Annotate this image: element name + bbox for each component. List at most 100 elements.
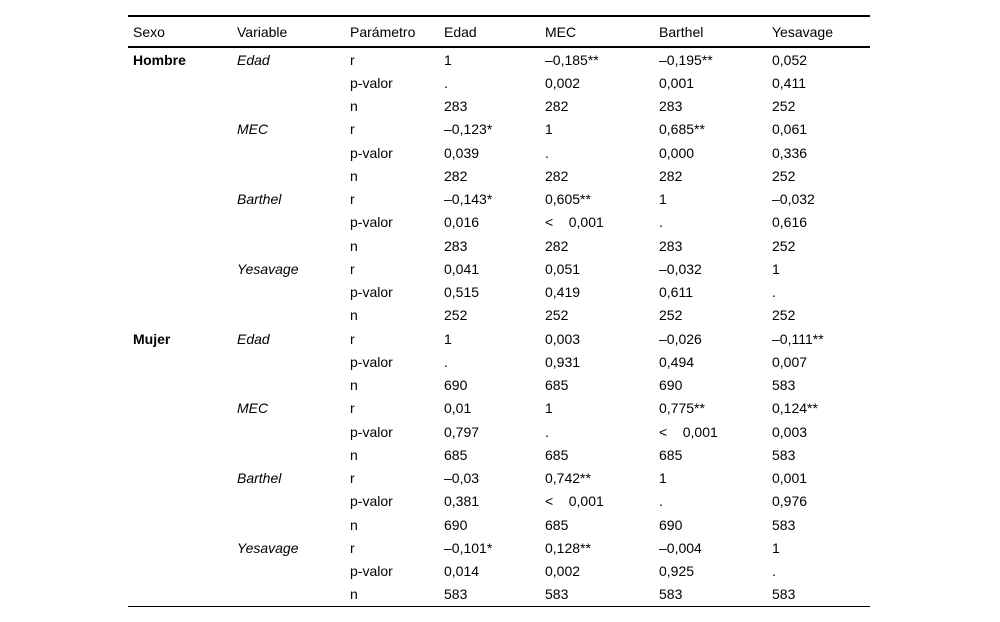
value-cell: 0,052 — [772, 51, 808, 68]
column-header-variable: Variable — [237, 17, 350, 48]
parametro-label: r — [350, 260, 355, 277]
value-cell: 583 — [772, 446, 796, 463]
parametro-label: n — [350, 237, 358, 254]
value-cell: 685 — [545, 377, 569, 394]
sexo-group-label — [128, 490, 237, 513]
correlation-table: Sexo Variable Parámetro Edad MEC Barthel… — [128, 15, 870, 607]
sexo-group-label: Hombre — [133, 51, 186, 68]
value-cell: 0,925 — [659, 563, 695, 580]
variable-label — [237, 304, 350, 327]
variable-label: Barthel — [237, 191, 282, 208]
value-cell: 1 — [545, 121, 553, 138]
sexo-group-label — [128, 304, 237, 327]
value-cell: 690 — [659, 377, 683, 394]
parametro-label: n — [350, 377, 358, 394]
parametro-label: r — [350, 400, 355, 417]
variable-label: Barthel — [237, 470, 282, 487]
value-cell: 1 — [659, 470, 667, 487]
variable-label — [237, 490, 350, 513]
sexo-group-label — [128, 234, 237, 257]
value-cell: 0,002 — [545, 74, 581, 91]
value-cell: 0,605** — [545, 191, 591, 208]
parametro-label: p-valor — [350, 284, 393, 301]
sexo-group-label — [128, 164, 237, 187]
value-cell: –0,032 — [772, 191, 815, 208]
value-cell: –0,101* — [444, 539, 493, 556]
variable-label — [237, 560, 350, 583]
sexo-group-label — [128, 118, 237, 141]
value-cell: –0,111** — [772, 330, 824, 347]
value-cell: 1 — [772, 539, 780, 556]
value-cell: 690 — [444, 377, 468, 394]
value-cell: 252 — [772, 237, 796, 254]
value-cell: 0,051 — [545, 260, 581, 277]
parametro-label: p-valor — [350, 353, 393, 370]
value-cell: 283 — [659, 237, 683, 254]
parametro-label: n — [350, 446, 358, 463]
variable-label — [237, 164, 350, 187]
parametro-label: p-valor — [350, 144, 393, 161]
value-cell: 0,797 — [444, 423, 480, 440]
value-cell: 0,685** — [659, 121, 705, 138]
variable-label: Yesavage — [237, 260, 299, 277]
value-cell: 583 — [772, 516, 796, 533]
value-cell: 0,494 — [659, 353, 695, 370]
value-cell: 0,061 — [772, 121, 808, 138]
parametro-label: p-valor — [350, 493, 393, 510]
value-cell: –0,123* — [444, 121, 493, 138]
column-header-edad: Edad — [444, 17, 545, 48]
variable-label: MEC — [237, 121, 269, 138]
variable-label — [237, 141, 350, 164]
value-cell: 1 — [444, 51, 452, 68]
variable-label — [237, 95, 350, 118]
value-cell: 0,611 — [659, 284, 693, 301]
parametro-label: n — [350, 516, 358, 533]
variable-label: MEC — [237, 400, 269, 417]
parametro-label: r — [350, 121, 355, 138]
value-cell: < 0,001 — [545, 214, 604, 231]
variable-label — [237, 513, 350, 536]
value-cell: 0,616 — [772, 214, 808, 231]
value-cell: 0,931 — [545, 353, 581, 370]
value-cell: < 0,001 — [545, 493, 604, 510]
parametro-label: r — [350, 470, 355, 487]
value-cell: . — [659, 493, 663, 510]
column-header-parametro: Parámetro — [350, 17, 444, 48]
value-cell: 283 — [659, 98, 683, 115]
value-cell: –0,03 — [444, 470, 480, 487]
value-cell: 583 — [772, 377, 796, 394]
value-cell: 0,411 — [772, 74, 806, 91]
value-cell: . — [444, 74, 448, 91]
value-cell: 1 — [659, 191, 667, 208]
value-cell: 1 — [772, 260, 780, 277]
value-cell: 0,039 — [444, 144, 480, 161]
sexo-group-label — [128, 397, 237, 420]
sexo-group-label — [128, 536, 237, 559]
value-cell: 0,976 — [772, 493, 808, 510]
value-cell: 252 — [772, 167, 796, 184]
column-header-sexo: Sexo — [128, 17, 237, 48]
value-cell: 0,003 — [772, 423, 808, 440]
sexo-group-label — [128, 560, 237, 583]
value-cell: 252 — [659, 307, 683, 324]
value-cell: 583 — [444, 586, 468, 603]
value-cell: –0,026 — [659, 330, 702, 347]
variable-label — [237, 420, 350, 443]
value-cell: 685 — [545, 516, 569, 533]
value-cell: 0,001 — [659, 74, 695, 91]
value-cell: 690 — [444, 516, 468, 533]
value-cell: . — [772, 284, 776, 301]
value-cell: –0,004 — [659, 539, 702, 556]
value-cell: –0,032 — [659, 260, 702, 277]
value-cell: 283 — [444, 237, 468, 254]
value-cell: 583 — [659, 586, 683, 603]
parametro-label: p-valor — [350, 214, 393, 231]
parametro-label: n — [350, 167, 358, 184]
value-cell: 0,003 — [545, 330, 581, 347]
column-header-yesavage: Yesavage — [772, 17, 870, 48]
sexo-group-label — [128, 188, 237, 211]
value-cell: –0,143* — [444, 191, 493, 208]
value-cell: . — [545, 423, 549, 440]
value-cell: –0,185** — [545, 51, 599, 68]
value-cell: 282 — [545, 167, 569, 184]
